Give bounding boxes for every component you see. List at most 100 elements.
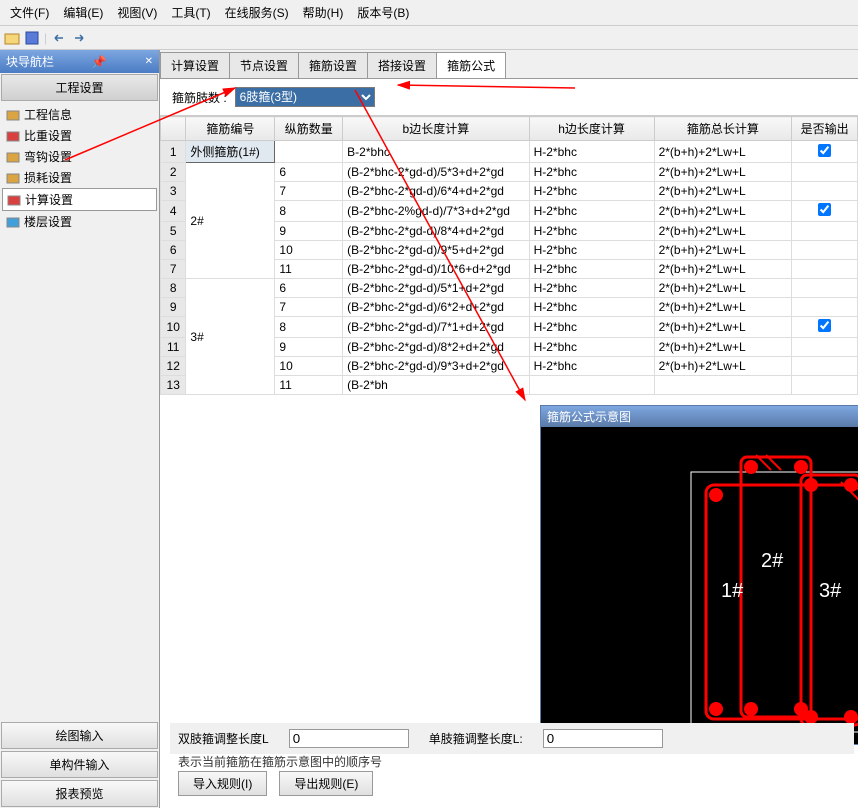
cell-b[interactable]: (B-2*bhc-2*gd-d)/8*4+d+2*gd (343, 222, 529, 241)
pin-icon[interactable]: 📌 (92, 55, 107, 69)
single-leg-input[interactable] (543, 729, 663, 748)
cell-h[interactable]: H-2*bhc (529, 163, 654, 182)
menu-online[interactable]: 在线服务(S) (219, 2, 295, 23)
cell-h[interactable] (529, 376, 654, 395)
cell-output[interactable] (792, 279, 858, 298)
cell-count[interactable]: 10 (275, 241, 343, 260)
cell-h[interactable]: H-2*bhc (529, 279, 654, 298)
cell-total[interactable]: 2*(b+h)+2*Lw+L (654, 201, 792, 222)
cell-id[interactable]: 2# (186, 163, 275, 279)
cell-total[interactable]: 2*(b+h)+2*Lw+L (654, 163, 792, 182)
col-header-3[interactable]: b边长度计算 (343, 117, 529, 141)
double-leg-input[interactable] (289, 729, 409, 748)
cell-count[interactable]: 10 (275, 357, 343, 376)
sidebar-item-4[interactable]: 计算设置 (2, 188, 157, 211)
sidebar-item-0[interactable]: 工程信息 (2, 104, 157, 125)
sidebar-item-5[interactable]: 楼层设置 (2, 211, 157, 232)
output-checkbox[interactable] (818, 319, 831, 332)
cell-b[interactable]: (B-2*bhc-2*gd-d)/5*3+d+2*gd (343, 163, 529, 182)
sidebar-btn-report[interactable]: 报表预览 (1, 780, 158, 807)
cell-b[interactable]: (B-2*bhc-2*gd-d)/9*3+d+2*gd (343, 357, 529, 376)
cell-output[interactable] (792, 201, 858, 222)
undo-icon[interactable] (51, 30, 67, 46)
cell-output[interactable] (792, 163, 858, 182)
sidebar-btn-single[interactable]: 单构件输入 (1, 751, 158, 778)
sidebar-item-3[interactable]: 损耗设置 (2, 167, 157, 188)
cell-count[interactable]: 11 (275, 376, 343, 395)
tab-0[interactable]: 计算设置 (160, 52, 230, 78)
cell-total[interactable]: 2*(b+h)+2*Lw+L (654, 357, 792, 376)
menu-version[interactable]: 版本号(B) (351, 2, 415, 23)
export-rule-button[interactable]: 导出规则(E) (279, 771, 373, 796)
sidebar-item-1[interactable]: 比重设置 (2, 125, 157, 146)
cell-h[interactable]: H-2*bhc (529, 357, 654, 376)
cell-b[interactable]: (B-2*bhc-2*gd-d)/8*2+d+2*gd (343, 338, 529, 357)
col-header-4[interactable]: h边长度计算 (529, 117, 654, 141)
cell-output[interactable] (792, 376, 858, 395)
cell-h[interactable]: H-2*bhc (529, 201, 654, 222)
cell-b[interactable]: (B-2*bhc-2%gd-d)/7*3+d+2*gd (343, 201, 529, 222)
cell-count[interactable]: 9 (275, 338, 343, 357)
col-header-2[interactable]: 纵筋数量 (275, 117, 343, 141)
cell-total[interactable]: 2*(b+h)+2*Lw+L (654, 222, 792, 241)
cell-total[interactable]: 2*(b+h)+2*Lw+L (654, 298, 792, 317)
redo-icon[interactable] (71, 30, 87, 46)
cell-b[interactable]: (B-2*bhc-2*gd-d)/10*6+d+2*gd (343, 260, 529, 279)
output-checkbox[interactable] (818, 203, 831, 216)
cell-output[interactable] (792, 298, 858, 317)
cell-count[interactable]: 7 (275, 182, 343, 201)
cell-h[interactable]: H-2*bhc (529, 298, 654, 317)
cell-total[interactable]: 2*(b+h)+2*Lw+L (654, 141, 792, 163)
cell-total[interactable]: 2*(b+h)+2*Lw+L (654, 338, 792, 357)
cell-output[interactable] (792, 182, 858, 201)
cell-h[interactable]: H-2*bhc (529, 141, 654, 163)
cell-count[interactable]: 7 (275, 298, 343, 317)
save-icon[interactable] (24, 30, 40, 46)
cell-count[interactable]: 8 (275, 201, 343, 222)
sidebar-item-2[interactable]: 弯钩设置 (2, 146, 157, 167)
cell-id[interactable]: 外侧箍筋(1#) (186, 141, 275, 163)
menu-edit[interactable]: 编辑(E) (57, 2, 109, 23)
cell-total[interactable] (654, 376, 792, 395)
cell-h[interactable]: H-2*bhc (529, 260, 654, 279)
menu-tool[interactable]: 工具(T) (165, 2, 216, 23)
col-header-0[interactable] (161, 117, 186, 141)
table-row[interactable]: 22#6(B-2*bhc-2*gd-d)/5*3+d+2*gdH-2*bhc2*… (161, 163, 858, 182)
cell-b[interactable]: (B-2*bhc-2*gd-d)/7*1+d+2*gd (343, 317, 529, 338)
cell-h[interactable]: H-2*bhc (529, 222, 654, 241)
cell-count[interactable]: 9 (275, 222, 343, 241)
cell-count[interactable]: 6 (275, 163, 343, 182)
import-rule-button[interactable]: 导入规则(I) (178, 771, 267, 796)
cell-b[interactable]: B-2*bhc (343, 141, 529, 163)
col-header-6[interactable]: 是否输出 (792, 117, 858, 141)
cell-output[interactable] (792, 241, 858, 260)
tab-3[interactable]: 搭接设置 (367, 52, 437, 78)
cell-h[interactable]: H-2*bhc (529, 317, 654, 338)
sidebar-btn-draw[interactable]: 绘图输入 (1, 722, 158, 749)
cell-count[interactable]: 11 (275, 260, 343, 279)
col-header-5[interactable]: 箍筋总长计算 (654, 117, 792, 141)
cell-output[interactable] (792, 338, 858, 357)
cell-b[interactable]: (B-2*bhc-2*gd-d)/5*1+d+2*gd (343, 279, 529, 298)
menu-view[interactable]: 视图(V) (111, 2, 163, 23)
cell-total[interactable]: 2*(b+h)+2*Lw+L (654, 279, 792, 298)
table-row[interactable]: 83#6(B-2*bhc-2*gd-d)/5*1+d+2*gdH-2*bhc2*… (161, 279, 858, 298)
cell-b[interactable]: (B-2*bhc-2*gd-d)/6*2+d+2*gd (343, 298, 529, 317)
menu-help[interactable]: 帮助(H) (297, 2, 350, 23)
cell-total[interactable]: 2*(b+h)+2*Lw+L (654, 260, 792, 279)
stirrup-leg-select[interactable]: 6肢箍(3型) (235, 87, 375, 107)
sidebar-section-project[interactable]: 工程设置 (1, 74, 158, 101)
cell-count[interactable]: 6 (275, 279, 343, 298)
cell-output[interactable] (792, 222, 858, 241)
cell-output[interactable] (792, 357, 858, 376)
cell-total[interactable]: 2*(b+h)+2*Lw+L (654, 317, 792, 338)
col-header-1[interactable]: 箍筋编号 (186, 117, 275, 141)
cell-total[interactable]: 2*(b+h)+2*Lw+L (654, 182, 792, 201)
cell-output[interactable] (792, 317, 858, 338)
cell-h[interactable]: H-2*bhc (529, 338, 654, 357)
cell-count[interactable]: 8 (275, 317, 343, 338)
cell-count[interactable] (275, 141, 343, 163)
tab-4[interactable]: 箍筋公式 (436, 52, 506, 78)
table-row[interactable]: 1外侧箍筋(1#)B-2*bhcH-2*bhc2*(b+h)+2*Lw+L (161, 141, 858, 163)
cell-b[interactable]: (B-2*bhc-2*gd-d)/6*4+d+2*gd (343, 182, 529, 201)
